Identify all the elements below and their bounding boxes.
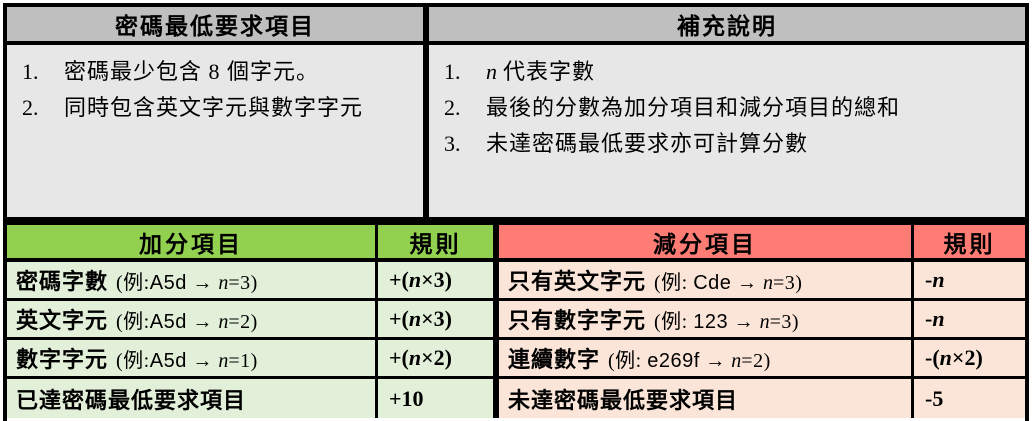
list-text: 最後的分數為加分項目和減分項目的總和 bbox=[486, 95, 901, 120]
notes-header: 補充說明 bbox=[429, 7, 1025, 45]
list-number: 1. bbox=[22, 59, 39, 84]
scoring-header-row: 加分項目 規則 減分項目 規則 bbox=[7, 225, 1025, 262]
notes-list: 1. n 代表字數 2. 最後的分數為加分項目和減分項目的總和 3. 未達密碼最低… bbox=[429, 45, 1025, 162]
list-number: 2. bbox=[22, 95, 39, 120]
minus-rule-cell: -(n ×2) bbox=[914, 340, 1025, 379]
plus-item-cell: 數字字元 (例:A5d → n=1) bbox=[7, 340, 378, 379]
plus-items-header: 加分項目 bbox=[7, 225, 378, 262]
requirements-table: 密碼最低要求項目 1. 密碼最少包含 8 個字元。 2. 同時包含英文字元與數字… bbox=[3, 3, 1029, 221]
requirements-header: 密碼最低要求項目 bbox=[7, 7, 423, 45]
minus-rule-cell: -n bbox=[914, 262, 1025, 301]
plus-rule-cell: +(n ×3) bbox=[378, 301, 499, 340]
notes-column: 補充說明 1. n 代表字數 2. 最後的分數為加分項目和減分項目的總和 3. 未… bbox=[429, 7, 1025, 217]
plus-rule-cell: +(n ×3) bbox=[378, 262, 499, 301]
scoring-table: 加分項目 規則 減分項目 規則 密碼字數 (例:A5d → n=3) +(n ×3… bbox=[3, 221, 1029, 421]
list-text: n 代表字數 bbox=[486, 59, 596, 84]
minus-item-cell: 只有英文字元 (例: Cde → n=3) bbox=[499, 262, 914, 301]
minus-item-cell: 只有數字字元 (例: 123 → n=3) bbox=[499, 301, 914, 340]
plus-item-cell: 英文字元 (例:A5d → n=2) bbox=[7, 301, 378, 340]
table-row: 已達密碼最低要求項目 +10 未達密碼最低要求項目 -5 bbox=[7, 379, 1025, 418]
list-text: 同時包含英文字元與數字字元 bbox=[64, 95, 364, 120]
table-row: 數字字元 (例:A5d → n=1) +(n ×2) 連續數字 (例: e269f… bbox=[7, 340, 1025, 379]
list-text: 密碼最少包含 8 個字元。 bbox=[64, 59, 320, 84]
list-item: 2. 同時包含英文字元與數字字元 bbox=[7, 90, 423, 126]
minus-item-cell: 連續數字 (例: e269f → n=2) bbox=[499, 340, 914, 379]
plus-item-cell: 已達密碼最低要求項目 bbox=[7, 379, 378, 418]
list-text: 未達密碼最低要求亦可計算分數 bbox=[486, 131, 809, 156]
list-item: 1. 密碼最少包含 8 個字元。 bbox=[7, 54, 423, 90]
table-row: 英文字元 (例:A5d → n=2) +(n ×3) 只有數字字元 (例: 123… bbox=[7, 301, 1025, 340]
plus-rule-cell: +(n ×2) bbox=[378, 340, 499, 379]
plus-rule-cell: +10 bbox=[378, 379, 499, 418]
minus-rule-cell: -n bbox=[914, 301, 1025, 340]
list-number: 3. bbox=[444, 131, 461, 156]
plus-rule-header: 規則 bbox=[378, 225, 499, 262]
list-item: 1. n 代表字數 bbox=[429, 54, 1025, 90]
requirements-list: 1. 密碼最少包含 8 個字元。 2. 同時包含英文字元與數字字元 bbox=[7, 45, 423, 126]
list-item: 2. 最後的分數為加分項目和減分項目的總和 bbox=[429, 90, 1025, 126]
table-row: 密碼字數 (例:A5d → n=3) +(n ×3) 只有英文字元 (例: Cde… bbox=[7, 262, 1025, 301]
list-item: 3. 未達密碼最低要求亦可計算分數 bbox=[429, 126, 1025, 162]
minus-rule-header: 規則 bbox=[914, 225, 1025, 262]
minus-rule-cell: -5 bbox=[914, 379, 1025, 418]
requirements-column: 密碼最低要求項目 1. 密碼最少包含 8 個字元。 2. 同時包含英文字元與數字… bbox=[7, 7, 429, 217]
plus-item-cell: 密碼字數 (例:A5d → n=3) bbox=[7, 262, 378, 301]
minus-items-header: 減分項目 bbox=[499, 225, 914, 262]
list-number: 2. bbox=[444, 95, 461, 120]
minus-item-cell: 未達密碼最低要求項目 bbox=[499, 379, 914, 418]
list-number: 1. bbox=[444, 59, 461, 84]
